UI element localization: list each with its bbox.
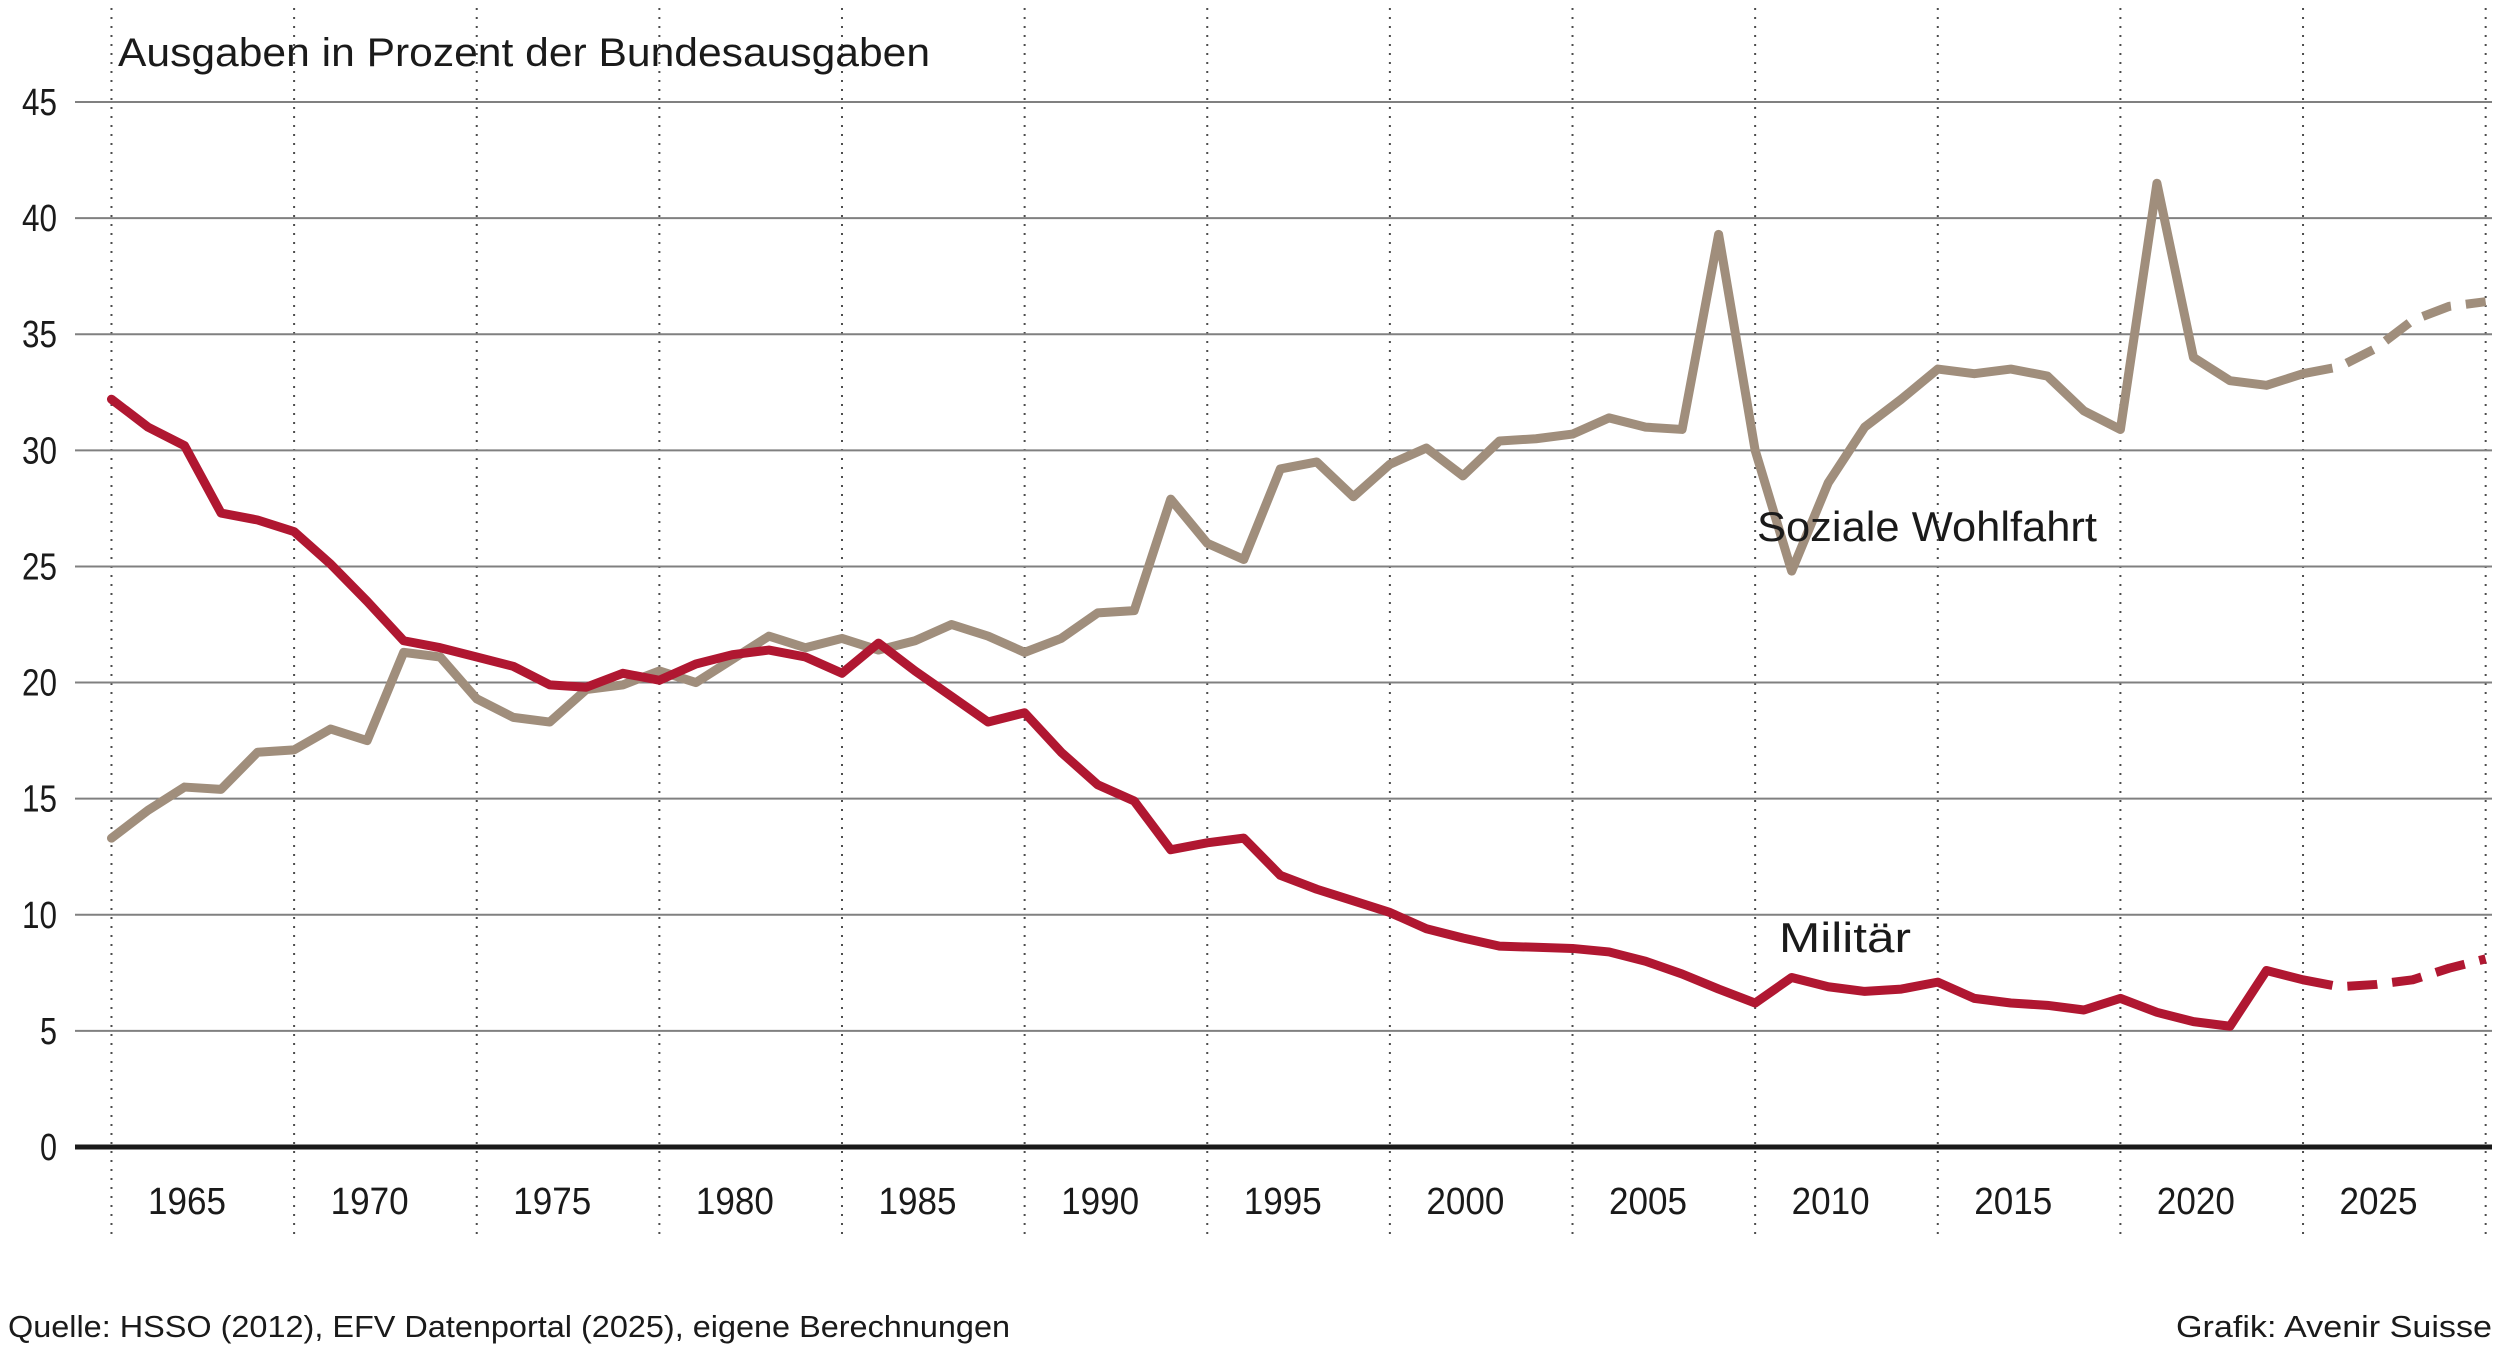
series-line-projection-militaer [2302, 954, 2487, 992]
y-axis-label: 30 [22, 430, 57, 472]
series-label-soziale-wohlfahrt: Soziale Wohlfahrt [1757, 503, 2097, 550]
series-line-solid-militaer [106, 394, 2308, 1031]
y-axis-label: 20 [22, 663, 57, 705]
series-line-projection-soziale-wohlfahrt [2302, 297, 2487, 379]
series-label-militaer: Militär [1779, 914, 1911, 961]
x-axis-label: 2015 [1974, 1181, 2052, 1223]
x-axis-label: 1975 [513, 1181, 591, 1223]
y-axis-label: 0 [40, 1127, 57, 1169]
x-axis-label: 1980 [696, 1181, 774, 1223]
credit-note: Grafik: Avenir Suisse [2176, 1309, 2492, 1344]
y-axis-label: 5 [40, 1011, 57, 1053]
x-axis-label: 2020 [2157, 1181, 2235, 1223]
y-axis-label: 25 [22, 546, 57, 588]
x-axis-label: 2000 [1426, 1181, 1504, 1223]
x-axis-label: 2025 [2340, 1181, 2418, 1223]
x-axis-label: 1995 [1244, 1181, 1322, 1223]
x-axis-label: 2005 [1609, 1181, 1687, 1223]
y-axis-label: 35 [22, 314, 57, 356]
x-axis-label: 1970 [331, 1181, 409, 1223]
x-axis-label: 1965 [148, 1181, 226, 1223]
grid-layer [75, 8, 2492, 1238]
x-axis-label: 1985 [879, 1181, 957, 1223]
y-axis-label: 15 [22, 779, 57, 821]
y-axis-label: 10 [22, 895, 57, 937]
source-note: Quelle: HSSO (2012), EFV Datenportal (20… [8, 1309, 1010, 1344]
data-series-layer [106, 178, 2487, 1031]
y-axis-label: 40 [22, 198, 57, 240]
x-axis-label: 1990 [1061, 1181, 1139, 1223]
y-axis-label: 45 [22, 82, 57, 124]
x-axis-label: 2010 [1792, 1181, 1870, 1223]
chart-title: Ausgaben in Prozent der Bundesausgaben [118, 31, 930, 75]
series-line-solid-soziale-wohlfahrt [106, 178, 2308, 843]
